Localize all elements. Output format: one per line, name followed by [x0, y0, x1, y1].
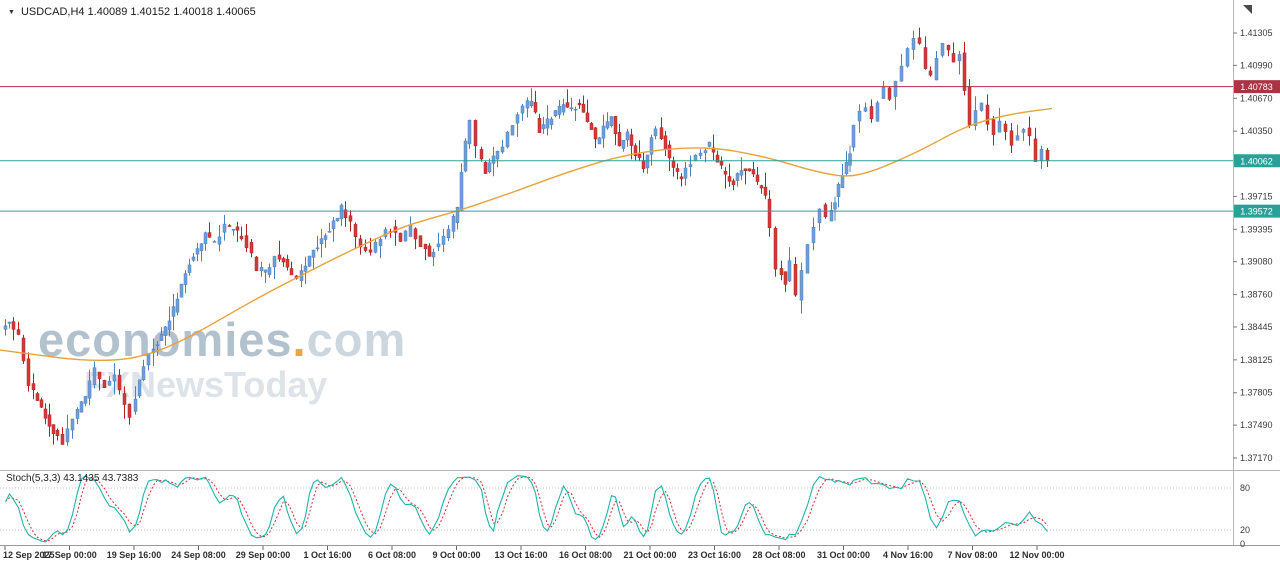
- time-tick-label: 16 Oct 08:00: [559, 550, 612, 560]
- resistance-badge-label: 1.40783: [1240, 82, 1273, 92]
- price-tick-label: 1.39080: [1240, 257, 1273, 267]
- symbol-ohlc-readout: ▼ USDCAD,H4 1.40089 1.40152 1.40018 1.40…: [8, 6, 256, 18]
- time-tick-label: 6 Oct 08:00: [368, 550, 416, 560]
- time-tick-label: 19 Sep 16:00: [107, 550, 162, 560]
- time-tick-label: 12 Nov 00:00: [1009, 550, 1064, 560]
- time-tick-label: 17 Sep 00:00: [42, 550, 97, 560]
- support-badge: [1233, 204, 1280, 218]
- price-tick-label: 1.39715: [1240, 191, 1273, 201]
- watermark-tld: com: [306, 313, 407, 366]
- time-tick-label: 29 Sep 00:00: [236, 550, 291, 560]
- price-levels: 1.40783 1.40062 1.39572: [0, 80, 1280, 218]
- time-tick-label: 13 Oct 16:00: [494, 550, 547, 560]
- price-tick-label: 1.41305: [1240, 28, 1273, 38]
- time-tick-label: 9 Oct 00:00: [432, 550, 480, 560]
- watermark-line1: economies.com: [38, 316, 406, 364]
- time-tick-label: 28 Oct 08:00: [752, 550, 805, 560]
- stoch-scale-label: 20: [1240, 525, 1250, 535]
- stochastic-label: Stoch(5,3,3) 43.1435 43.7383: [6, 473, 139, 484]
- stoch-signal-line: [5, 475, 1048, 542]
- stoch-main-line: [5, 475, 1048, 543]
- moving-average-line: [0, 107, 1053, 362]
- time-tick-label: 1 Oct 16:00: [303, 550, 351, 560]
- time-tick-label: 7 Nov 08:00: [947, 550, 997, 560]
- price-axis[interactable]: 1.41305 1.40990 1.40670 1.40350 1.39715 1.393…: [1233, 0, 1273, 545]
- support-badge-label: 1.39572: [1240, 207, 1273, 217]
- collapse-indicator-icon[interactable]: ▼: [8, 8, 15, 16]
- candlesticks: [3, 27, 1050, 446]
- price-tick-label: 1.39395: [1240, 224, 1273, 234]
- scroll-marker-icon[interactable]: [1243, 5, 1252, 14]
- symbol-ohlc-text: USDCAD,H4 1.40089 1.40152 1.40018 1.4006…: [20, 6, 256, 18]
- price-tick-label: 1.40350: [1240, 126, 1273, 136]
- current-price-badge-label: 1.40062: [1240, 156, 1273, 166]
- time-tick-label: 21 Oct 00:00: [623, 550, 676, 560]
- price-tick-label: 1.37490: [1240, 420, 1273, 430]
- stochastic-pane: 80 20 0: [0, 475, 1250, 549]
- price-tick-label: 1.38760: [1240, 290, 1273, 300]
- price-tick-label: 1.37170: [1240, 453, 1273, 463]
- price-tick-label: 1.40990: [1240, 60, 1273, 70]
- time-tick-label: 4 Nov 16:00: [883, 550, 933, 560]
- price-tick-label: 1.38445: [1240, 322, 1273, 332]
- price-tick-label: 1.40670: [1240, 93, 1273, 103]
- time-tick-label: 31 Oct 00:00: [817, 550, 870, 560]
- price-tick-label: 1.37805: [1240, 388, 1273, 398]
- stoch-scale-label: 80: [1240, 483, 1250, 493]
- time-tick-label: 24 Sep 08:00: [171, 550, 226, 560]
- stoch-scale-label: 0: [1240, 539, 1245, 549]
- time-tick-label: 12 Sep 2025: [3, 550, 55, 560]
- time-tick-label: 23 Oct 16:00: [688, 550, 741, 560]
- watermark-brand: economies: [38, 313, 293, 366]
- watermark-dot: .: [292, 313, 307, 366]
- resistance-badge: [1233, 80, 1280, 94]
- current-price-badge: [1233, 154, 1280, 168]
- price-tick-label: 1.38125: [1240, 355, 1273, 365]
